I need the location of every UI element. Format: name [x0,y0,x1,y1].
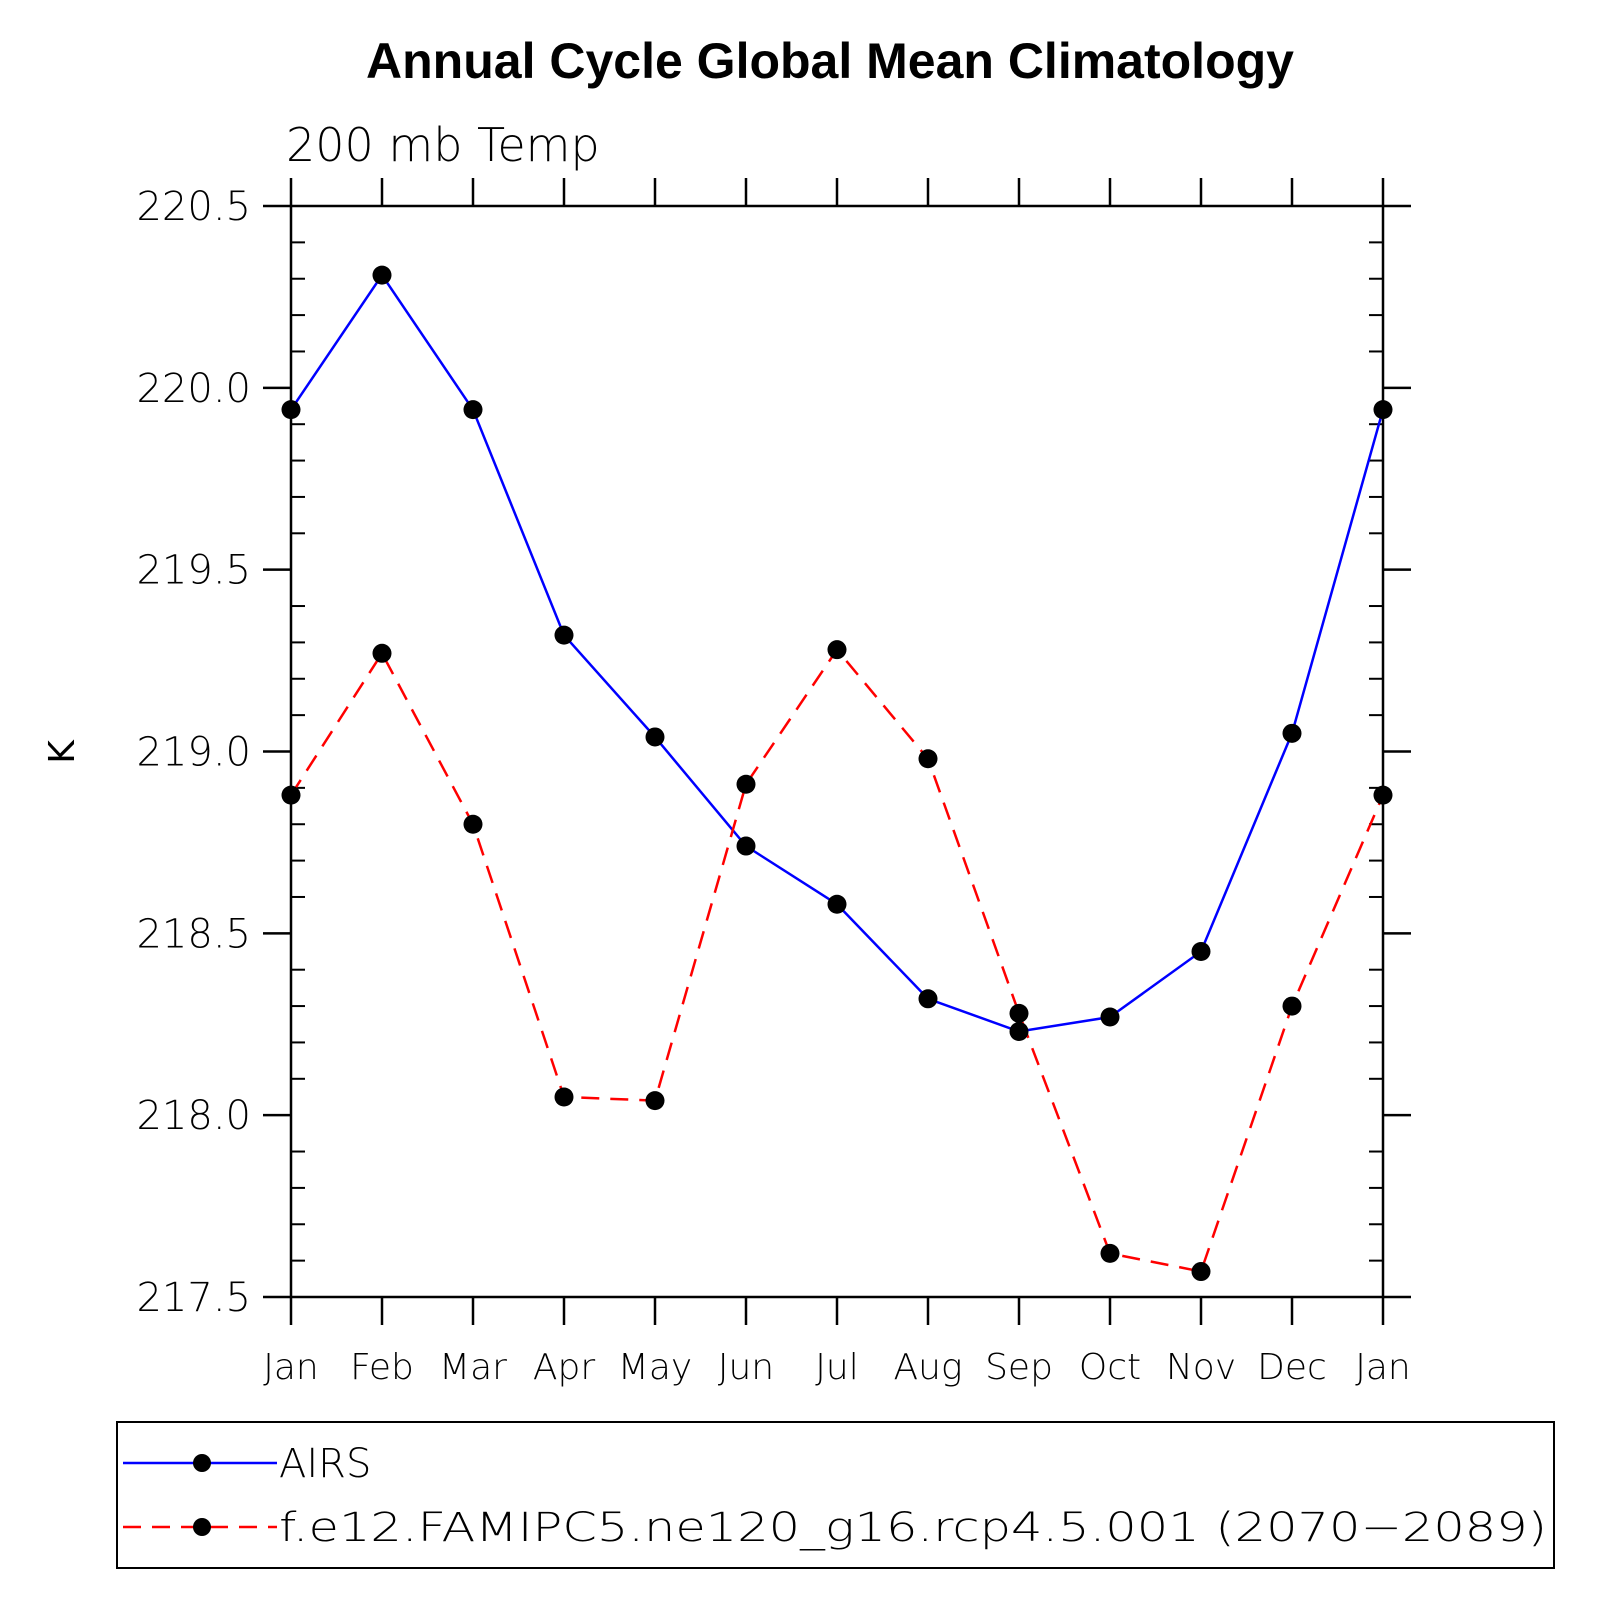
data-point-model [1282,996,1302,1016]
axis-ticks [263,178,1411,1325]
x-tick-label: Sep [985,1347,1053,1388]
data-point-airs [463,400,483,420]
x-tick-label: Feb [350,1347,414,1388]
x-tick-label: Mar [439,1347,507,1388]
chart-subtitle: 200 mb Temp [286,118,600,172]
x-tick-label: Apr [533,1347,595,1388]
x-tick-label: Jul [815,1347,858,1388]
legend: AIRS f.e12.FAMIPC5.ne120_g16.rcp4.5.001 … [116,1421,1555,1569]
x-tick-label: Aug [893,1347,962,1388]
data-point-airs [1100,1007,1120,1027]
data-point-airs [1282,723,1302,743]
chart-title: Annual Cycle Global Mean Climatology [366,33,1294,89]
data-point-model [827,640,847,660]
y-axis-label: K [42,739,83,764]
x-tick-label: May [618,1347,692,1388]
data-point-model [463,814,483,834]
data-point-airs [554,625,574,645]
data-point-airs [827,894,847,914]
series-line-model [289,647,1385,1273]
legend-box [116,1421,1555,1569]
data-point-model [1100,1243,1120,1263]
y-tick-label: 219.0 [136,730,251,776]
x-tick-label: Dec [1257,1347,1327,1388]
data-point-airs [1191,942,1211,962]
data-point-model [1009,1003,1029,1023]
y-tick-label: 219.5 [136,548,251,594]
x-tick-label: Jun [718,1347,774,1388]
legend-marker-airs [193,1454,211,1472]
data-point-model [372,643,392,663]
data-point-model [554,1087,574,1107]
data-point-airs [645,727,665,747]
data-point-model [645,1091,665,1111]
series [281,265,1393,1282]
x-tick-label: Oct [1079,1347,1141,1388]
data-point-airs [1009,1022,1029,1042]
data-point-model [918,749,938,769]
data-point-model [1191,1262,1211,1282]
y-tick-label: 220.0 [136,366,251,412]
legend-label-airs: AIRS [279,1441,371,1487]
x-tick-label: Jan [263,1347,319,1388]
y-tick-label: 218.5 [136,911,251,957]
y-tick-label: 218.0 [136,1093,251,1139]
data-point-airs [736,836,756,856]
x-tick-label: Jan [1355,1347,1411,1388]
data-point-airs [918,989,938,1009]
plot-frame [289,204,1385,1299]
y-tick-label: 217.5 [136,1275,251,1321]
legend-label-model: f.e12.FAMIPC5.ne120_g16.rcp4.5.001 (2070… [279,1505,1547,1551]
legend-marker-model [193,1518,211,1536]
data-point-airs [372,265,392,285]
data-point-model [736,774,756,794]
tick-labels: Jan Feb Mar Apr May Jun Jul Aug Sep Oct Nov Dec Jan 2… [136,184,1410,1388]
y-tick-label: 220.5 [136,184,251,230]
x-tick-label: Nov [1166,1347,1236,1388]
